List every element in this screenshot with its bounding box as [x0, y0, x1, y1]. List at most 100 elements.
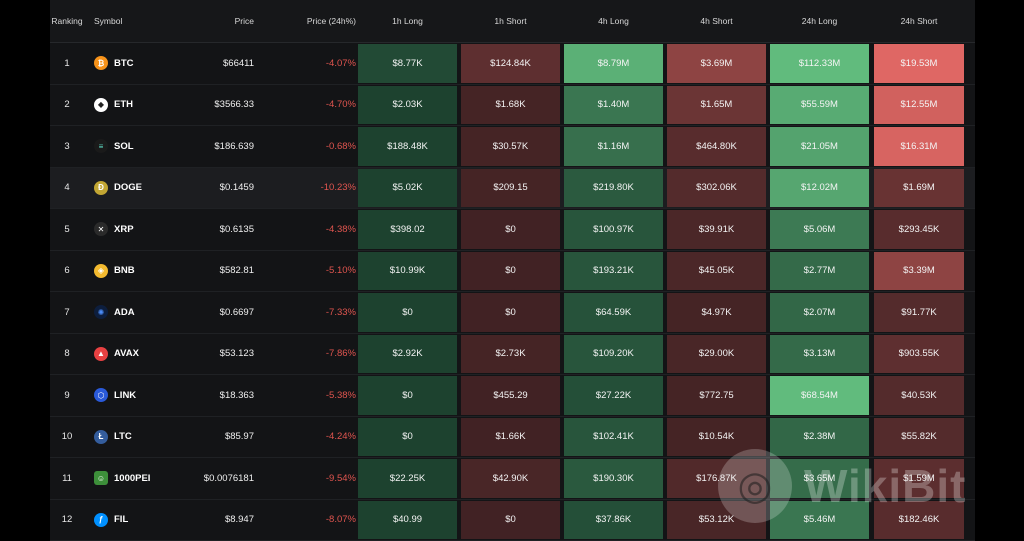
cell-4h-long: $193.21K: [564, 251, 663, 290]
cell-4h-long: $190.30K: [564, 459, 663, 498]
symbol-label: BTC: [114, 57, 134, 69]
cell-4h-short: $1.65M: [667, 85, 766, 124]
cell-24h-long: $3.13M: [770, 334, 869, 373]
cell-24h-long: $2.07M: [770, 293, 869, 332]
cell-24h-long: $3.65M: [770, 459, 869, 498]
row-rank: 6: [64, 265, 70, 277]
row-change: -10.23%: [320, 182, 356, 194]
cell-4h-short: $302.06K: [667, 168, 766, 207]
table-row[interactable]: 2 ◆ ETH $3566.33 -4.70% $2.03K $1.68K $1.40M $1.…: [50, 85, 975, 126]
row-symbol[interactable]: ☺ 1000PEI: [84, 471, 164, 486]
header-price[interactable]: Price: [234, 16, 254, 26]
row-symbol[interactable]: Ð DOGE: [84, 180, 164, 195]
cell-1h-long: $10.99K: [358, 251, 457, 290]
symbol-label: LINK: [114, 389, 137, 401]
table-row[interactable]: 7 ✺ ADA $0.6697 -7.33% $0 $0 $64.59K $4.97K $2.07…: [50, 292, 975, 334]
table-row[interactable]: 10 Ł LTC $85.97 -4.24% $0 $1.66K $102.41K $10.54…: [50, 417, 975, 458]
row-rank: 5: [64, 223, 70, 235]
row-change: -5.10%: [325, 265, 356, 277]
row-price: $53.123: [219, 348, 254, 360]
row-symbol[interactable]: Ł LTC: [84, 429, 164, 444]
table-row[interactable]: 5 ✕ XRP $0.6135 -4.38% $398.02 $0 $100.97K $39.9…: [50, 209, 975, 251]
row-change: -4.24%: [325, 431, 356, 443]
cell-4h-long: $109.20K: [564, 334, 663, 373]
header-ranking[interactable]: Ranking: [51, 16, 83, 26]
table-row[interactable]: 11 ☺ 1000PEI $0.0076181 -9.54% $22.25K $42.90K…: [50, 458, 975, 500]
cell-24h-short: $12.55M: [874, 85, 964, 124]
row-symbol[interactable]: ≡ SOL: [84, 139, 164, 154]
cell-1h-long: $188.48K: [358, 127, 457, 166]
header-4h-short[interactable]: 4h Short: [700, 16, 733, 26]
row-change: -5.38%: [325, 389, 356, 401]
cell-1h-short: $124.84K: [461, 44, 560, 83]
header-1h-short[interactable]: 1h Short: [494, 16, 527, 26]
table-row[interactable]: 3 ≡ SOL $186.639 -0.68% $188.48K $30.57K $1.16M…: [50, 126, 975, 168]
table-header: Ranking Symbol Price Price (24h%) 1h Lon…: [50, 0, 975, 43]
row-change: -8.07%: [325, 514, 356, 526]
cell-4h-short: $3.69M: [667, 44, 766, 83]
dogecoin-icon: Ð: [94, 180, 108, 195]
cell-1h-short: $0: [461, 293, 560, 332]
row-symbol[interactable]: ◆ ETH: [84, 97, 164, 112]
row-price: $0.0076181: [203, 472, 254, 484]
cell-1h-long: $2.03K: [358, 85, 457, 124]
cell-1h-long: $22.25K: [358, 459, 457, 498]
cell-24h-long: $55.59M: [770, 85, 869, 124]
cell-24h-short: $3.39M: [874, 251, 964, 290]
row-symbol[interactable]: ⬡ LINK: [84, 388, 164, 403]
cell-4h-short: $10.54K: [667, 417, 766, 456]
xrp-icon: ✕: [94, 222, 108, 237]
table-row[interactable]: 12 ƒ FIL $8.947 -8.07% $40.99 $0 $37.86K $53.12K…: [50, 500, 975, 541]
row-price: $8.947: [224, 514, 254, 526]
cell-24h-long: $5.46M: [770, 500, 869, 539]
row-symbol[interactable]: ✺ ADA: [84, 305, 164, 320]
cell-4h-short: $45.05K: [667, 251, 766, 290]
table-row[interactable]: 8 ▲ AVAX $53.123 -7.86% $2.92K $2.73K $109.20K $…: [50, 334, 975, 375]
table-row[interactable]: 6 ◈ BNB $582.81 -5.10% $10.99K $0 $193.21K $45.0…: [50, 251, 975, 292]
symbol-label: SOL: [114, 140, 134, 152]
cell-4h-long: $64.59K: [564, 293, 663, 332]
table-row[interactable]: 4 Ð DOGE $0.1459 -10.23% $5.02K $209.15 $219.80…: [50, 167, 975, 209]
symbol-label: LTC: [114, 431, 132, 443]
cell-1h-long: $8.77K: [358, 44, 457, 83]
cell-1h-long: $40.99: [358, 500, 457, 539]
header-4h-long[interactable]: 4h Long: [598, 16, 629, 26]
cell-1h-long: $0: [358, 417, 457, 456]
bnb-icon: ◈: [94, 263, 108, 278]
header-1h-long[interactable]: 1h Long: [392, 16, 423, 26]
row-rank: 4: [64, 182, 70, 194]
cell-1h-short: $1.66K: [461, 417, 560, 456]
cell-1h-short: $42.90K: [461, 459, 560, 498]
cell-4h-long: $102.41K: [564, 417, 663, 456]
symbol-label: BNB: [114, 265, 135, 277]
table-row[interactable]: 9 ⬡ LINK $18.363 -5.38% $0 $455.29 $27.22K $772.…: [50, 375, 975, 417]
symbol-label: DOGE: [114, 182, 142, 194]
cell-24h-short: $182.46K: [874, 500, 964, 539]
avalanche-icon: ▲: [94, 346, 108, 361]
cell-24h-long: $2.38M: [770, 417, 869, 456]
row-rank: 10: [61, 431, 73, 443]
header-symbol[interactable]: Symbol: [94, 16, 123, 26]
cell-4h-long: $1.16M: [564, 127, 663, 166]
cell-24h-short: $293.45K: [874, 210, 964, 249]
row-symbol[interactable]: ◈ BNB: [84, 263, 164, 278]
row-price: $85.97: [224, 431, 254, 443]
cell-1h-short: $209.15: [461, 168, 560, 207]
cell-24h-short: $91.77K: [874, 293, 964, 332]
solana-icon: ≡: [94, 139, 108, 154]
table-row[interactable]: 1 ₿ BTC $66411 -4.07% $8.77K $124.84K $8.79M $3.…: [50, 43, 975, 85]
row-symbol[interactable]: ƒ FIL: [84, 512, 164, 527]
header-24h-short[interactable]: 24h Short: [900, 16, 938, 26]
header-24h-long[interactable]: 24h Long: [801, 16, 838, 26]
row-rank: 11: [62, 472, 72, 484]
row-symbol[interactable]: ✕ XRP: [84, 222, 164, 237]
header-change[interactable]: Price (24h%): [306, 16, 356, 26]
cell-24h-long: $12.02M: [770, 168, 869, 207]
cell-4h-short: $772.75: [667, 376, 766, 415]
cell-4h-short: $176.87K: [667, 459, 766, 498]
row-symbol[interactable]: ₿ BTC: [84, 56, 164, 71]
litecoin-icon: Ł: [94, 429, 108, 444]
row-symbol[interactable]: ▲ AVAX: [84, 346, 164, 361]
cell-1h-long: $398.02: [358, 210, 457, 249]
cell-4h-short: $464.80K: [667, 127, 766, 166]
